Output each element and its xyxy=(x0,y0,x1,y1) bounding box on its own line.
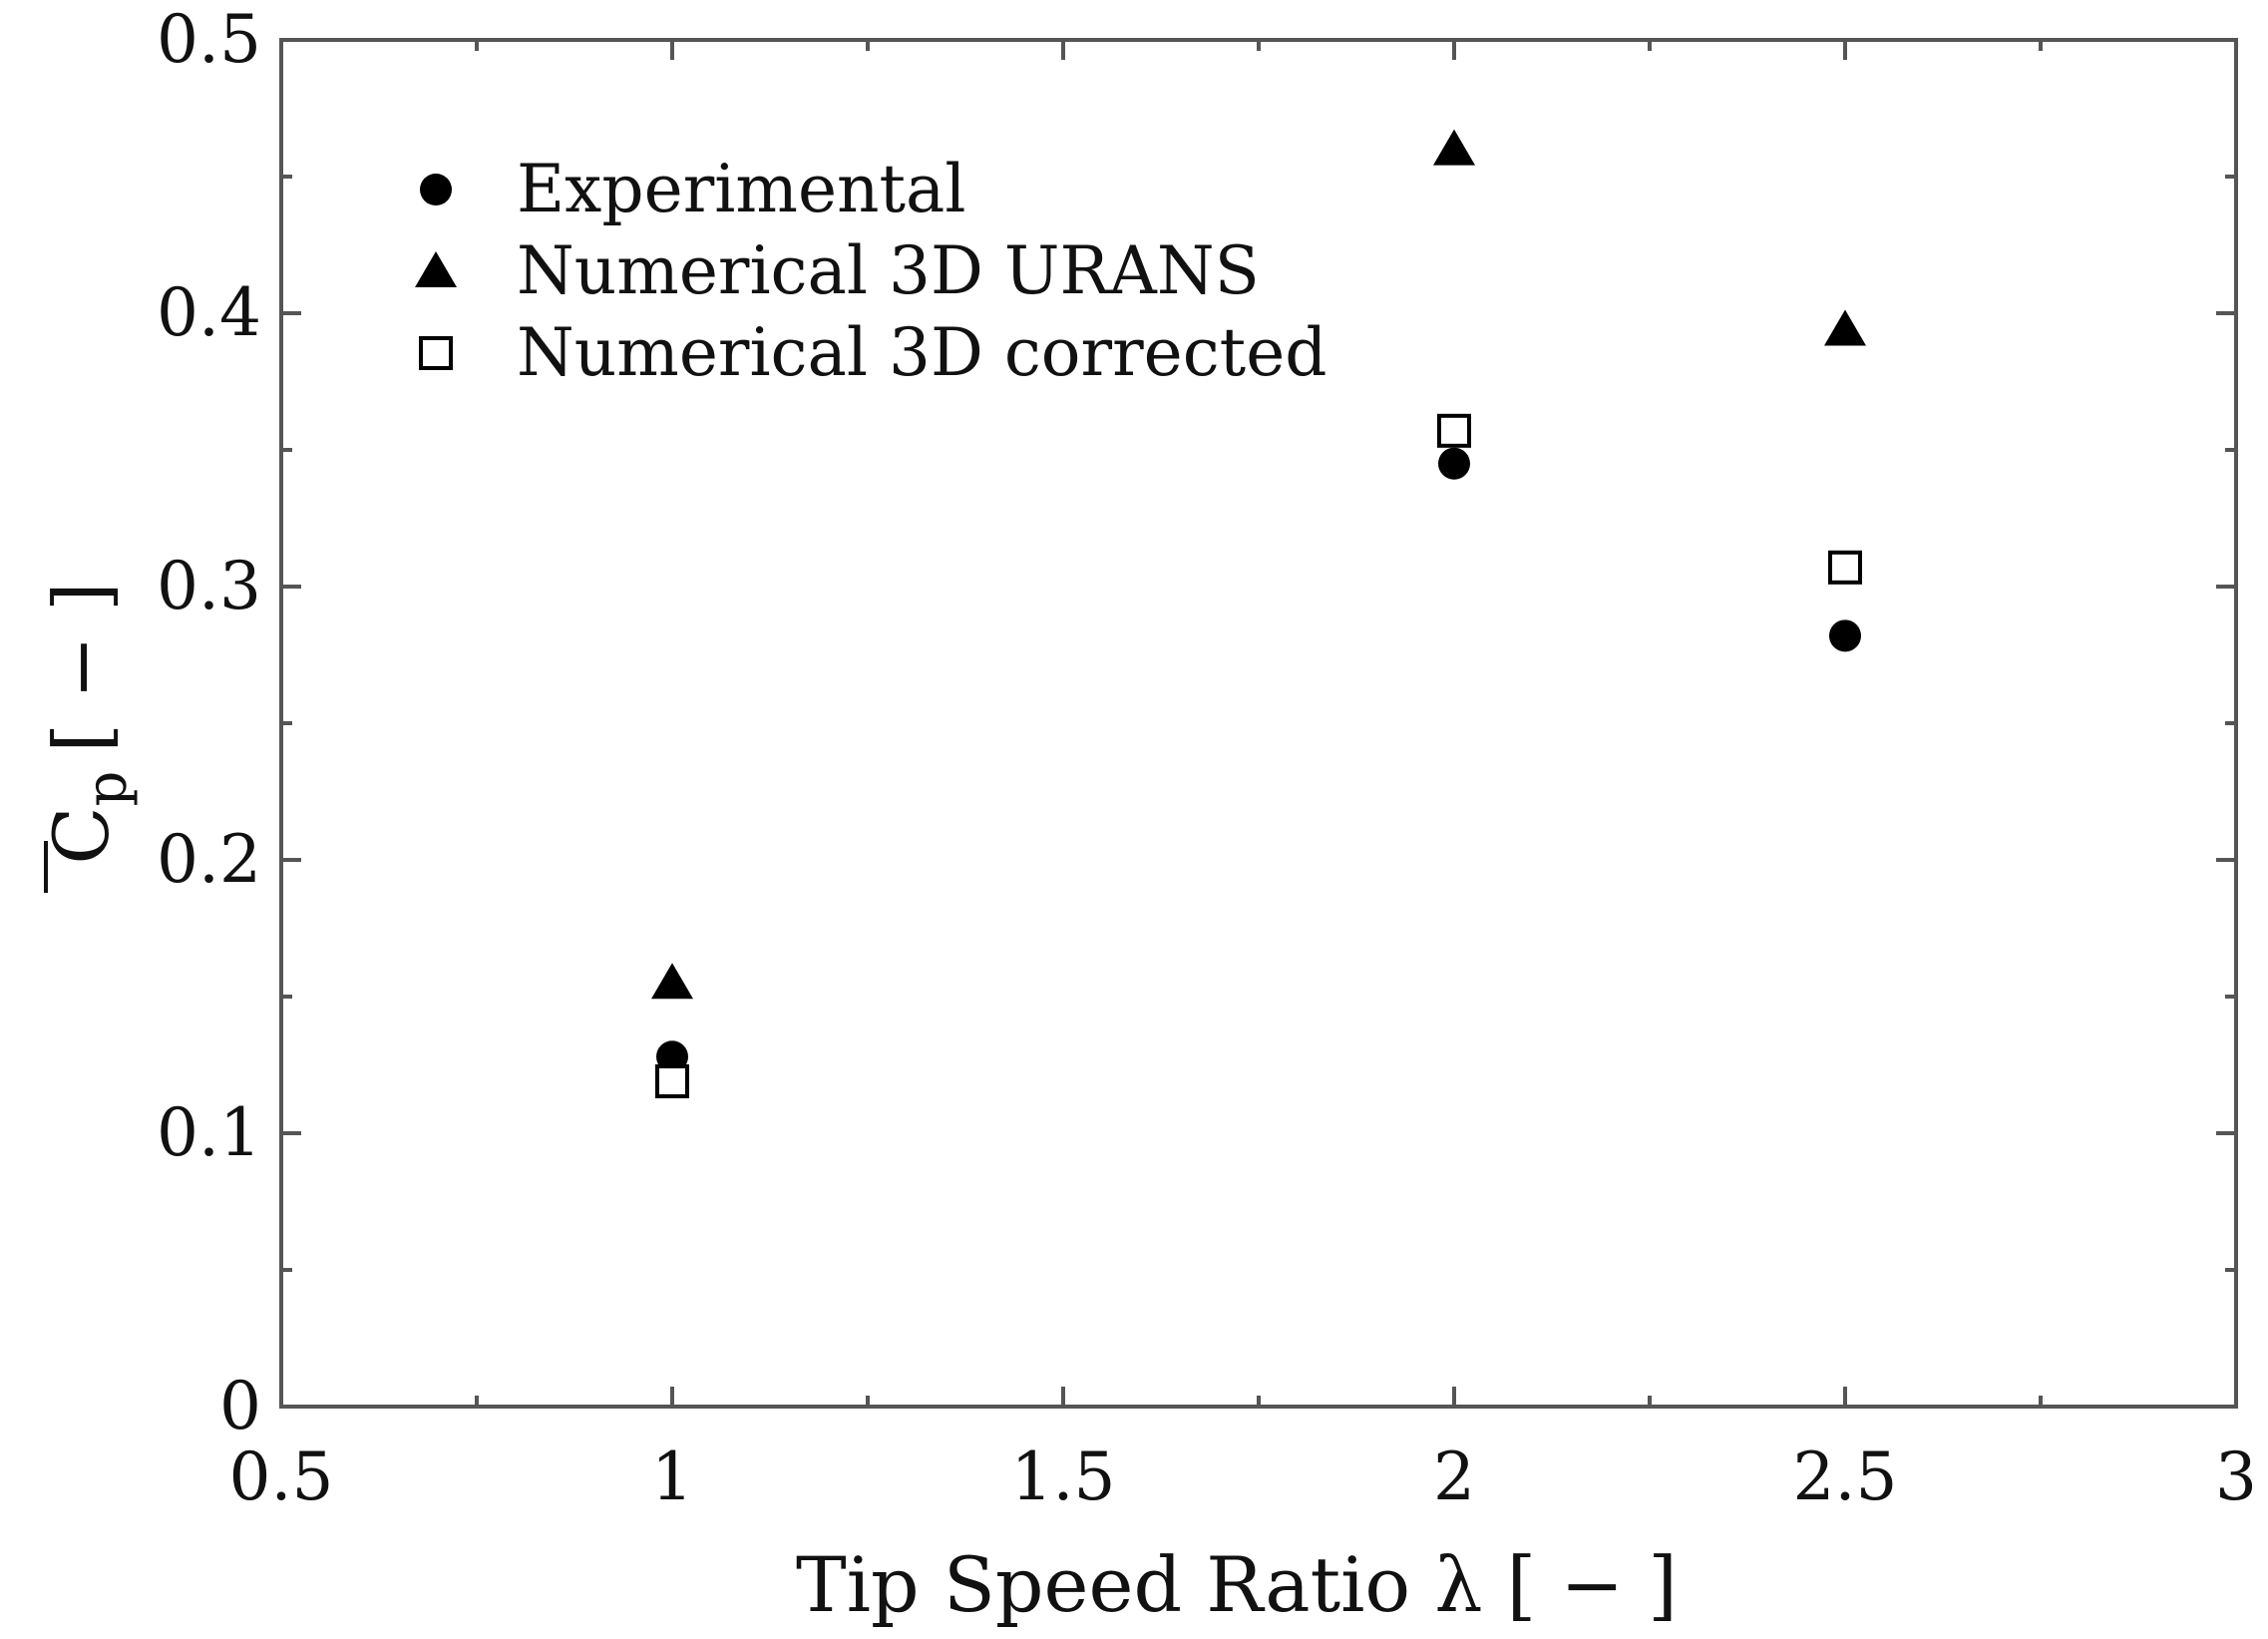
axis-ticks xyxy=(279,38,2238,1409)
legend-marker xyxy=(420,174,452,205)
data-markers xyxy=(651,129,1866,1098)
x-tick-label: 1 xyxy=(651,1438,693,1515)
plot-frame xyxy=(279,38,2238,1409)
y-tick-label: 0.3 xyxy=(157,548,261,624)
data-point-urans xyxy=(651,963,693,1000)
data-point-experimental xyxy=(1438,447,1470,480)
y-tick-label: 0 xyxy=(219,1368,261,1444)
x-tick-label: 3 xyxy=(2215,1438,2257,1515)
y-axis-label-subscript: p xyxy=(75,771,140,807)
data-point-urans xyxy=(1824,309,1866,346)
legend-entry-label: Experimental xyxy=(517,151,966,227)
legend-marker xyxy=(415,251,457,287)
legend-entry-label: Numerical 3D URANS xyxy=(517,232,1260,309)
x-tick-labels: 0.5 1 1.5 2 2.5 3 xyxy=(229,1438,2257,1515)
y-tick-label: 0.5 xyxy=(157,1,261,78)
y-axis-label: Cp [ − ] xyxy=(37,582,140,893)
y-tick-label: 0.4 xyxy=(157,274,261,351)
data-point-corrected xyxy=(1828,550,1862,585)
data-point-corrected xyxy=(1437,413,1471,448)
y-tick-label: 0.1 xyxy=(157,1094,261,1171)
y-axis-label-units: [ − ] xyxy=(37,582,126,752)
x-tick-label: 0.5 xyxy=(229,1438,334,1515)
legend-entry-label: Numerical 3D corrected xyxy=(517,314,1327,391)
x-tick-label: 1.5 xyxy=(1011,1438,1116,1515)
x-tick-label: 2.5 xyxy=(1793,1438,1898,1515)
data-point-experimental xyxy=(1829,619,1861,652)
data-point-corrected xyxy=(655,1063,689,1098)
y-axis-label-symbol: C xyxy=(37,807,126,865)
x-axis-label: Tip Speed Ratio λ [ − ] xyxy=(796,1540,1678,1629)
legend-marker xyxy=(419,336,453,370)
data-point-urans xyxy=(1433,129,1475,166)
x-tick-label: 2 xyxy=(1433,1438,1475,1515)
svg-text:Cp[ − ]: Cp [ − ] xyxy=(37,582,140,864)
y-tick-labels: 0 0.1 0.2 0.3 0.4 0.5 xyxy=(157,1,261,1444)
y-tick-label: 0.2 xyxy=(157,821,261,898)
